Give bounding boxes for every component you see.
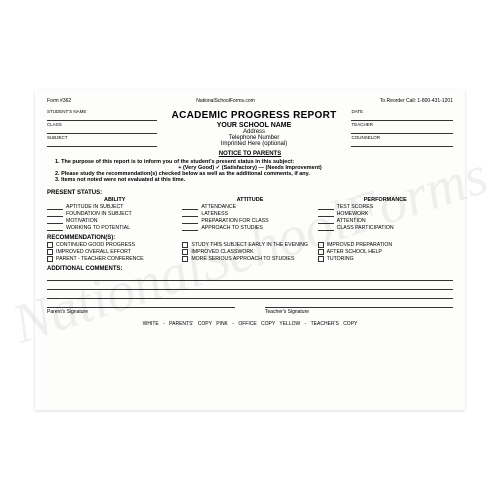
field-subject[interactable]: SUBJECT (47, 134, 157, 147)
status-item[interactable]: TEST SCORES (318, 204, 453, 210)
rec-col3: IMPROVED PREPARATION AFTER SCHOOL HELP T… (318, 242, 453, 263)
field-student-name[interactable]: STUDENT'S NAME (47, 108, 157, 121)
status-item[interactable]: FOUNDATION IN SUBJECT (47, 211, 182, 217)
rec-item[interactable]: IMPROVED OVERALL EFFORT (47, 249, 182, 255)
top-meta: Form #362 NationalSchoolForms.com To Reo… (47, 98, 453, 104)
status-item[interactable]: APPROACH TO STUDIES (182, 225, 317, 231)
school-name: YOUR SCHOOL NAME (157, 122, 352, 129)
notice-line3: 3. Items not noted were not evaluated at… (55, 177, 445, 183)
status-item[interactable]: APTITUDE IN SUBJECT (47, 204, 182, 210)
rec-item[interactable]: CONTINUED GOOD PROGRESS (47, 242, 182, 248)
rec-item[interactable]: AFTER SCHOOL HELP (318, 249, 453, 255)
col-performance: PERFORMANCE TEST SCORES HOMEWORK ATTENTI… (318, 197, 453, 232)
recommendations-cols: CONTINUED GOOD PROGRESS IMPROVED OVERALL… (47, 242, 453, 263)
field-counselor[interactable]: COUNSELOR (351, 134, 453, 147)
rec-item[interactable]: IMPROVED CLASSWORK (182, 249, 317, 255)
col-head-attitude: ATTITUDE (182, 197, 317, 203)
copy-distribution: WHITE - PARENTS' COPY PINK - OFFICE COPY… (47, 321, 453, 327)
col-attitude: ATTITUDE ATTENDANCE LATENESS PREPARATION… (182, 197, 317, 232)
notice-heading: NOTICE TO PARENTS (47, 151, 453, 157)
status-item[interactable]: WORKING TO POTENTIAL (47, 225, 182, 231)
status-item[interactable]: CLASS PARTICIPATION (318, 225, 453, 231)
status-item[interactable]: MOTIVATION (47, 218, 182, 224)
rec-item[interactable]: TUTORING (318, 256, 453, 262)
signature-row: Parent's Signature Teacher's Signature (47, 307, 453, 315)
comment-line[interactable] (47, 272, 453, 281)
field-class[interactable]: CLASS (47, 121, 157, 134)
rec-item[interactable]: MORE SERIOUS APPROACH TO STUDIES (182, 256, 317, 262)
notice-body: 1. The purpose of this report is to info… (55, 159, 445, 183)
right-fields: DATE TEACHER COUNSELOR (351, 108, 453, 147)
comment-line[interactable] (47, 281, 453, 290)
rec-item[interactable]: IMPROVED PREPARATION (318, 242, 453, 248)
teacher-signature[interactable]: Teacher's Signature (265, 307, 453, 315)
progress-report-form: Form #362 NationalSchoolForms.com To Reo… (35, 90, 465, 410)
site-url: NationalSchoolForms.com (196, 98, 255, 104)
col-head-performance: PERFORMANCE (318, 197, 453, 203)
recommendations-label: RECOMMENDATION(S): (47, 235, 453, 241)
col-ability: ABILITY APTITUDE IN SUBJECT FOUNDATION I… (47, 197, 182, 232)
comment-line[interactable] (47, 290, 453, 299)
center-title: ACADEMIC PROGRESS REPORT YOUR SCHOOL NAM… (157, 108, 352, 147)
status-item[interactable]: HOMEWORK (318, 211, 453, 217)
present-status-label: PRESENT STATUS: (47, 190, 453, 196)
left-fields: STUDENT'S NAME CLASS SUBJECT (47, 108, 157, 147)
status-item[interactable]: ATTENDANCE (182, 204, 317, 210)
rec-item[interactable]: PARENT - TEACHER CONFERENCE (47, 256, 182, 262)
rec-item[interactable]: STUDY THIS SUBJECT EARLY IN THE EVENING (182, 242, 317, 248)
main-title: ACADEMIC PROGRESS REPORT (157, 110, 352, 121)
rec-col1: CONTINUED GOOD PROGRESS IMPROVED OVERALL… (47, 242, 182, 263)
status-item[interactable]: LATENESS (182, 211, 317, 217)
field-teacher[interactable]: TEACHER (351, 121, 453, 134)
parent-signature[interactable]: Parent's Signature (47, 307, 235, 315)
status-item[interactable]: ATTENTION (318, 218, 453, 224)
col-head-ability: ABILITY (47, 197, 182, 203)
rec-col2: STUDY THIS SUBJECT EARLY IN THE EVENING … (182, 242, 317, 263)
field-date[interactable]: DATE (351, 108, 453, 121)
status-item[interactable]: PREPARATION FOR CLASS (182, 218, 317, 224)
school-imprint: Imprinted Here (optional) (157, 141, 352, 147)
reorder-phone: To Reorder Call: 1-800-431-1201 (380, 98, 453, 104)
present-status-cols: ABILITY APTITUDE IN SUBJECT FOUNDATION I… (47, 197, 453, 232)
header-row: STUDENT'S NAME CLASS SUBJECT ACADEMIC PR… (47, 108, 453, 147)
form-number: Form #362 (47, 98, 71, 104)
